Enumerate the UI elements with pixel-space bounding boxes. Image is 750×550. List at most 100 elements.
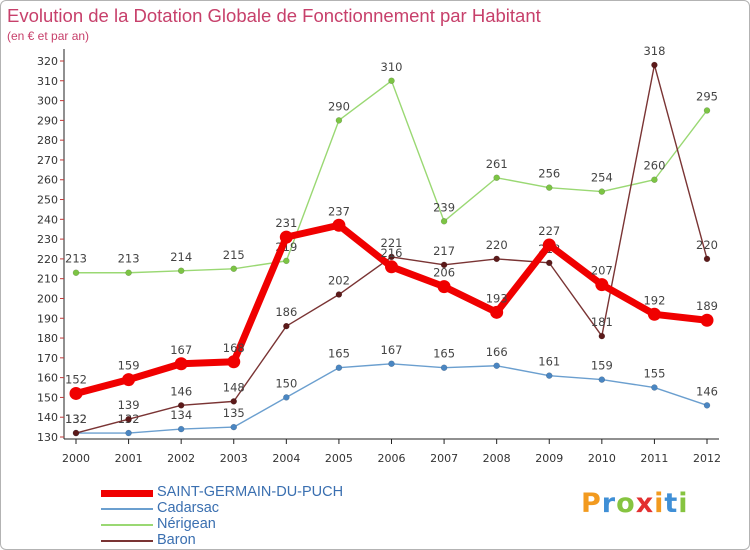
point-saint-germain-du-puch — [174, 357, 188, 371]
legend-label: Cadarsac — [157, 500, 220, 516]
legend-label: Nérigean — [157, 516, 216, 532]
point-baron — [703, 255, 711, 263]
y-tick-label: 140 — [37, 411, 58, 424]
point-cadarsac — [125, 429, 132, 437]
legend-label: Baron — [157, 532, 196, 548]
point-cadarsac — [283, 394, 290, 401]
data-label-nerigean: 239 — [433, 200, 455, 214]
point-baron — [230, 398, 237, 405]
point-baron — [177, 402, 185, 409]
point-nerigean — [230, 265, 237, 273]
x-tick-label: 2002 — [167, 452, 195, 465]
data-label-baron: 148 — [223, 380, 245, 394]
point-nerigean — [335, 117, 343, 124]
point-saint-germain-du-puch — [385, 260, 398, 274]
logo-letter: P — [581, 488, 602, 519]
data-label-baron: 217 — [433, 244, 455, 258]
point-nerigean — [703, 107, 711, 114]
legend-swatch — [101, 524, 153, 526]
point-nerigean — [388, 77, 395, 85]
y-tick-label: 130 — [37, 431, 58, 444]
x-tick-label: 2005 — [325, 452, 353, 465]
y-tick-label: 210 — [37, 273, 58, 286]
point-baron — [546, 259, 553, 267]
y-tick-label: 200 — [37, 292, 58, 305]
data-label-nerigean: 260 — [643, 159, 665, 173]
point-baron — [72, 429, 80, 437]
data-label-saint-germain-du-puch: 168 — [223, 341, 245, 355]
data-label-cadarsac: 159 — [591, 359, 613, 373]
y-tick-label: 270 — [37, 154, 58, 167]
point-saint-germain-du-puch — [69, 386, 83, 400]
point-saint-germain-du-puch — [332, 218, 346, 232]
data-label-baron: 202 — [328, 274, 350, 288]
point-baron — [335, 291, 343, 298]
logo-letter: o — [616, 488, 636, 519]
data-label-saint-germain-du-puch: 159 — [118, 359, 140, 373]
data-label-saint-germain-du-puch: 231 — [275, 216, 297, 230]
data-label-baron: 318 — [643, 44, 665, 58]
data-label-nerigean: 214 — [170, 250, 192, 264]
series-line-cadarsac — [75, 363, 708, 434]
y-tick-label: 230 — [37, 233, 58, 246]
point-nerigean — [546, 184, 553, 191]
point-nerigean — [651, 176, 658, 183]
point-nerigean — [125, 269, 132, 276]
y-tick-label: 240 — [37, 213, 58, 226]
point-cadarsac — [388, 360, 395, 368]
point-saint-germain-du-puch — [490, 305, 504, 319]
legend-label: SAINT-GERMAIN-DU-PUCH — [157, 484, 344, 500]
point-saint-germain-du-puch — [700, 313, 714, 327]
data-label-cadarsac: 150 — [275, 376, 297, 390]
point-cadarsac — [440, 364, 448, 371]
data-label-cadarsac: 167 — [381, 343, 403, 357]
point-cadarsac — [546, 372, 553, 379]
point-cadarsac — [230, 423, 237, 431]
x-tick-label: 2007 — [430, 452, 458, 465]
x-tick-label: 2011 — [640, 452, 668, 465]
point-cadarsac — [335, 364, 343, 371]
point-cadarsac — [598, 376, 606, 383]
data-label-cadarsac: 166 — [486, 345, 508, 359]
y-tick-label: 160 — [37, 372, 58, 385]
point-saint-germain-du-puch — [437, 280, 451, 294]
point-baron — [283, 322, 290, 330]
x-tick-label: 2012 — [693, 452, 721, 465]
data-label-baron: 132 — [65, 412, 87, 426]
x-tick-label: 2008 — [483, 452, 511, 465]
logo-letter: t — [664, 488, 679, 519]
data-label-cadarsac: 132 — [65, 412, 87, 426]
data-label-nerigean: 213 — [65, 252, 87, 266]
data-label-saint-germain-du-puch: 193 — [486, 291, 508, 305]
point-baron — [125, 415, 132, 423]
point-saint-germain-du-puch — [122, 373, 136, 387]
data-label-baron: 186 — [275, 305, 297, 319]
point-cadarsac — [177, 425, 185, 433]
data-label-baron: 139 — [118, 398, 140, 412]
legend-swatch — [101, 540, 153, 542]
data-label-saint-germain-du-puch: 206 — [433, 266, 455, 280]
data-label-nerigean: 254 — [591, 171, 613, 185]
chart-subtitle: (en € et par an) — [7, 29, 90, 43]
data-label-baron: 220 — [486, 238, 508, 252]
x-tick-label: 2006 — [378, 452, 406, 465]
y-tick-label: 250 — [37, 194, 58, 207]
data-label-saint-germain-du-puch: 152 — [65, 372, 87, 386]
y-tick-label: 280 — [37, 134, 58, 147]
y-tick-label: 170 — [37, 352, 58, 365]
point-baron — [598, 332, 606, 340]
x-tick-label: 2000 — [62, 452, 90, 465]
point-nerigean — [177, 267, 185, 275]
data-label-saint-germain-du-puch: 237 — [328, 204, 350, 218]
data-label-saint-germain-du-puch: 167 — [170, 343, 192, 357]
y-tick-label: 150 — [37, 391, 58, 404]
y-tick-label: 220 — [37, 253, 58, 266]
data-label-saint-germain-du-puch: 192 — [643, 293, 665, 307]
legend-swatch — [101, 489, 153, 497]
y-tick-label: 290 — [37, 114, 58, 127]
data-label-cadarsac: 134 — [170, 408, 192, 422]
data-label-saint-germain-du-puch: 216 — [381, 246, 403, 260]
data-label-baron: 220 — [696, 238, 718, 252]
